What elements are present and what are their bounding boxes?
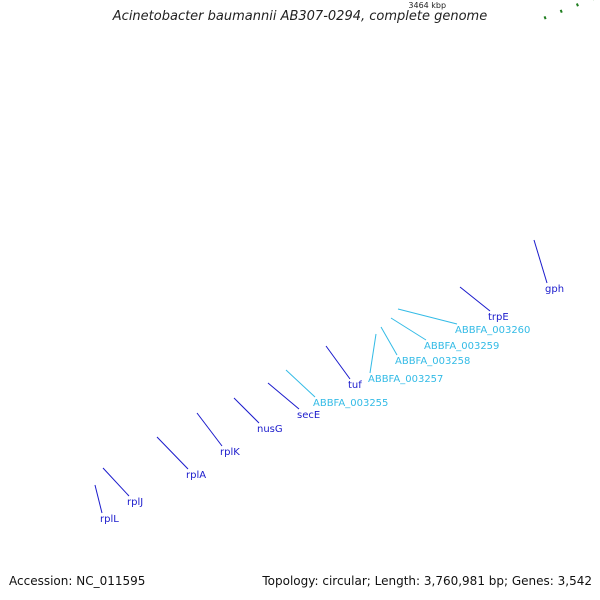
gene-leader-line [233, 397, 260, 424]
dot-tick [575, 3, 579, 7]
gene-label: ABBFA_003257 [368, 374, 443, 385]
gene-label: gph [545, 284, 564, 295]
gene-label: ABBFA_003255 [313, 398, 388, 409]
gene-label: tuf [348, 380, 362, 391]
dot-tick [543, 15, 547, 20]
gene-label: rplA [186, 470, 206, 481]
gene-leader-line [380, 326, 398, 356]
gene-leader-line [94, 484, 103, 514]
gene-leader-line [156, 436, 189, 470]
gene-leader-line [102, 467, 130, 497]
kbp-tick-label: 3464 kbp [408, 1, 446, 10]
gene-leader-line [397, 308, 458, 325]
gene-label: trpE [488, 312, 509, 323]
gene-label: nusG [257, 424, 283, 435]
gene-leader-line [533, 239, 548, 284]
gene-label: ABBFA_003260 [455, 325, 530, 336]
gene-leader-line [390, 317, 427, 341]
map-title: Acinetobacter baumannii AB307-0294, comp… [112, 9, 488, 24]
gene-label: rplJ [127, 497, 143, 508]
inner-dotted-ring [543, 0, 595, 20]
gene-leader-line [285, 369, 316, 398]
gene-leader-line [196, 412, 223, 447]
gene-leader-line [459, 286, 491, 312]
gene-label: ABBFA_003258 [395, 356, 470, 367]
accession-text: Accession: NC_011595 [9, 574, 146, 588]
gene-leader-line [369, 333, 377, 374]
gene-label: secE [297, 410, 320, 421]
gene-label: rplK [220, 447, 240, 458]
gene-label: ABBFA_003259 [424, 341, 499, 352]
kbp-ticks: 3464 kbp3465 kbp3466 kbp3467 kbp3468 kbp… [408, 1, 446, 10]
gene-leader-line [325, 345, 351, 380]
gene-leader-line [267, 382, 300, 410]
dot-tick [559, 9, 563, 14]
genome-summary: Topology: circular; Length: 3,760,981 bp… [262, 574, 592, 588]
gene-label: rplL [100, 514, 119, 525]
